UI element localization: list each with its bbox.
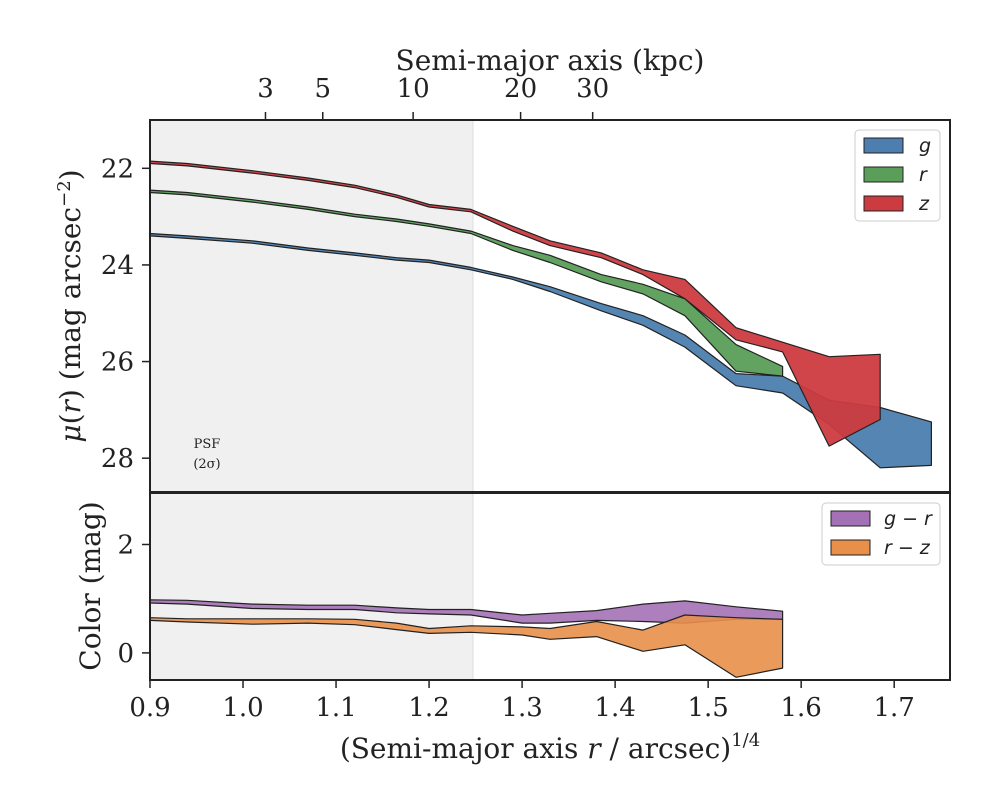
x-tick-label: 1.4	[594, 693, 635, 723]
legend-label: g − r	[884, 508, 933, 530]
bottom-axes-frame	[149, 492, 951, 681]
bottom-series-group	[149, 599, 784, 678]
x-tick-label: 1.0	[222, 693, 263, 723]
top-series-group	[149, 160, 933, 469]
color-y-tick-label: 2	[117, 530, 134, 560]
kpc-tick-label: 20	[504, 74, 537, 104]
x-tick-label: 1.6	[780, 693, 821, 723]
legend-label: z	[918, 193, 930, 215]
top-legend: grz	[854, 129, 941, 222]
kpc-tick-label: 3	[257, 74, 274, 104]
top-kpc-ticks: 3 5 10 20 30	[257, 74, 609, 120]
legend-swatch	[863, 195, 904, 212]
x-tick-label: 0.9	[129, 693, 170, 723]
top-y-ticks: 22 24 26 28	[101, 154, 150, 474]
series-r-z-band	[149, 614, 784, 678]
y-tick-label: 22	[101, 154, 134, 184]
legend-label: r	[919, 164, 928, 186]
kpc-tick-label: 30	[576, 74, 609, 104]
legend-swatch	[830, 539, 871, 556]
legend-swatch	[863, 137, 904, 154]
x-tick-label: 1.3	[501, 693, 542, 723]
psf-sigma-label: (2σ)	[193, 457, 220, 472]
kpc-tick-label: 5	[314, 74, 331, 104]
series-r-band	[149, 189, 784, 377]
series-g-band	[149, 232, 933, 469]
surface-brightness-panel: 22 24 26 28 3 5 10 20 30 PSF (2σ) Semi-major ax…	[54, 44, 941, 492]
top-y-axis-label: μ(r) (mag arcsec−2)	[54, 169, 87, 442]
bottom-y-ticks: 02	[117, 530, 150, 669]
psf-shaded-region-bottom	[150, 493, 473, 680]
y-tick-label: 24	[101, 251, 134, 281]
x-tick-label: 1.2	[408, 693, 449, 723]
kpc-tick-label: 10	[397, 74, 430, 104]
y-tick-label: 26	[101, 348, 134, 378]
y-tick-label: 28	[101, 444, 134, 474]
bottom-x-ticks: 0.9 1.0 1.1 1.2 1.3 1.4 1.5 1.6 1.7	[129, 680, 915, 723]
legend-swatch	[830, 510, 871, 527]
x-tick-label: 1.5	[687, 693, 728, 723]
series-z-band	[149, 160, 881, 447]
bottom-y-axis-label: Color (mag)	[74, 501, 107, 670]
top-x-axis-label: Semi-major axis (kpc)	[396, 44, 705, 77]
color-y-tick-label: 0	[117, 639, 134, 669]
legend-label: g	[919, 135, 931, 157]
x-tick-label: 1.7	[874, 693, 915, 723]
psf-shaded-region	[150, 120, 473, 492]
x-tick-label: 1.1	[315, 693, 356, 723]
legend-label: r − z	[884, 537, 931, 559]
bottom-x-axis-label: (Semi-major axis r / arcsec)1/4	[340, 730, 760, 765]
psf-label: PSF	[194, 437, 221, 452]
color-panel: 02 0.9 1.0 1.1 1.2 1.3 1.4 1.5 1.6 1.7 Color (ma…	[74, 493, 941, 765]
bottom-legend: g − r r − z	[821, 502, 941, 566]
legend-swatch	[863, 166, 904, 183]
